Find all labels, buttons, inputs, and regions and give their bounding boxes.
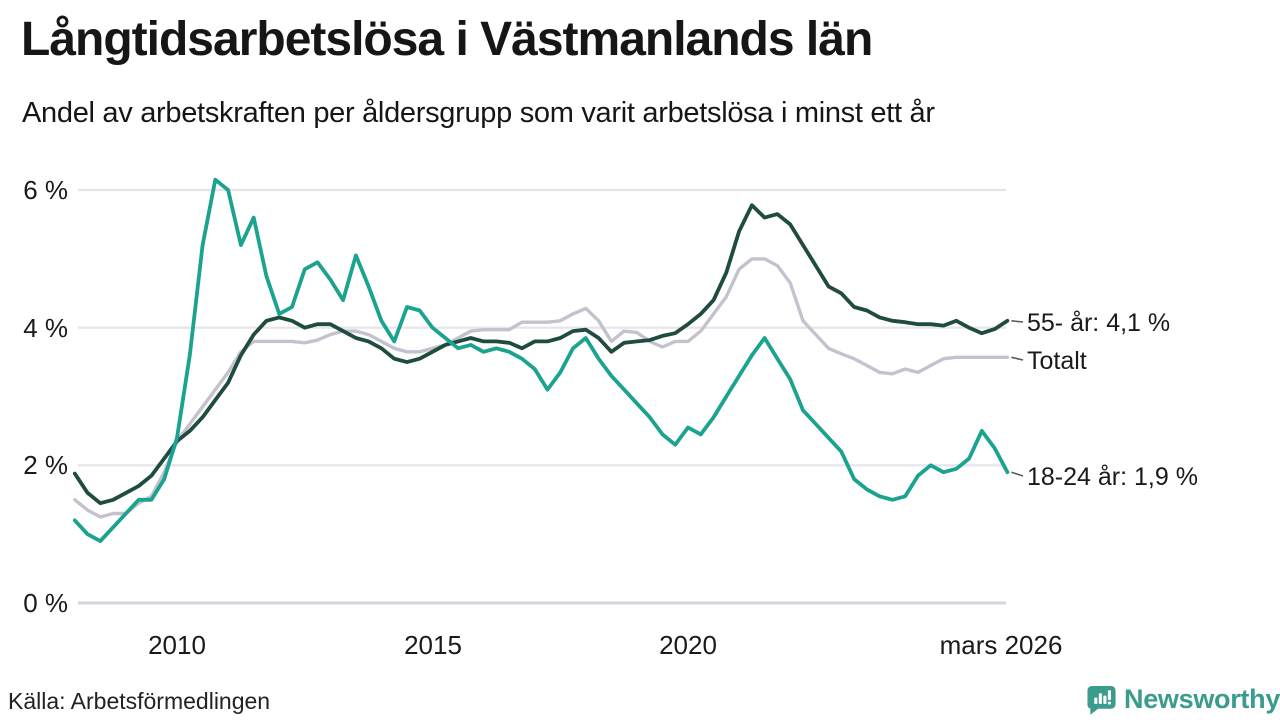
x-axis-tick-label: 2015 (404, 630, 462, 660)
y-axis-tick-label: 6 % (23, 175, 68, 205)
series-line-18-24 år (72, 177, 1010, 543)
source-note: Källa: Arbetsförmedlingen (8, 688, 271, 714)
series-line-Totalt (73, 257, 1010, 519)
series-end-label-totalt: Totalt (1027, 347, 1087, 375)
y-axis-tick-label: 0 % (23, 588, 68, 618)
y-axis-tick-label: 4 % (23, 313, 68, 343)
brand-name: Newsworthy (1124, 684, 1280, 714)
x-axis-tick-label: mars 2026 (939, 630, 1063, 660)
x-axis-tick-label: 2020 (659, 630, 717, 660)
series-line-55- år (72, 203, 1010, 506)
brand-logo: Newsworthy (1086, 684, 1280, 715)
series-end-label-55-ar: 55- år: 4,1 % (1027, 309, 1171, 337)
y-axis-tick-label: 2 % (23, 450, 68, 480)
page-subtitle: Andel av arbetskraften per åldersgrupp s… (22, 97, 935, 129)
page-title: Långtidsarbetslösa i Västmanlands län (21, 13, 873, 66)
leader-line-18-24 år (1011, 471, 1024, 477)
series-end-label-18-24-ar: 18-24 år: 1,9 % (1027, 463, 1198, 491)
newsworthy-icon (1087, 685, 1116, 715)
x-axis-tick-label: 2010 (148, 630, 206, 660)
leader-line-55- år (1011, 320, 1024, 323)
leader-line-Totalt (1011, 356, 1024, 361)
